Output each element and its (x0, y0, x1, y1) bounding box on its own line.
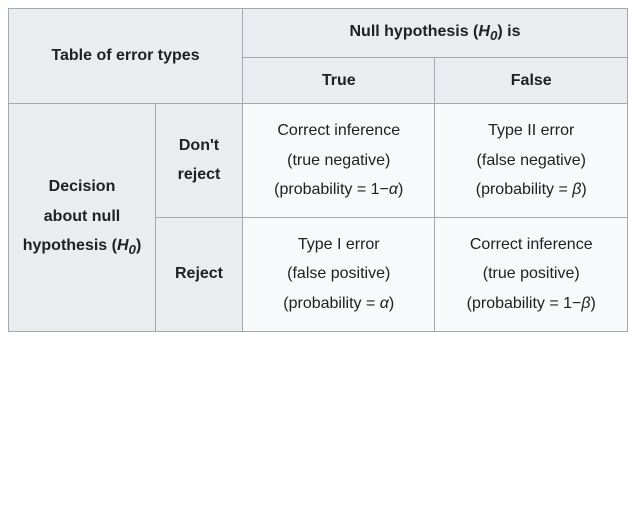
col-header-false: False (435, 57, 628, 104)
row-header-reject: Reject (156, 217, 243, 331)
row-header-decision: Decision about null hypothesis (H0) (9, 104, 156, 332)
cell-false-positive: Type I error (false positive) (probabili… (243, 217, 435, 331)
cell-false-negative: Type II error (false negative) (probabil… (435, 104, 628, 218)
row-header-dont-reject: Don't reject (156, 104, 243, 218)
col-header-null-hypothesis: Null hypothesis (H0) is (243, 9, 628, 58)
cell-true-positive: Correct inference (true positive) (proba… (435, 217, 628, 331)
table-title: Table of error types (9, 9, 243, 104)
cell-true-negative: Correct inference (true negative) (proba… (243, 104, 435, 218)
title-text: Table of error types (51, 47, 199, 64)
col-header-true: True (243, 57, 435, 104)
error-types-table: Table of error types Null hypothesis (H0… (8, 8, 628, 332)
